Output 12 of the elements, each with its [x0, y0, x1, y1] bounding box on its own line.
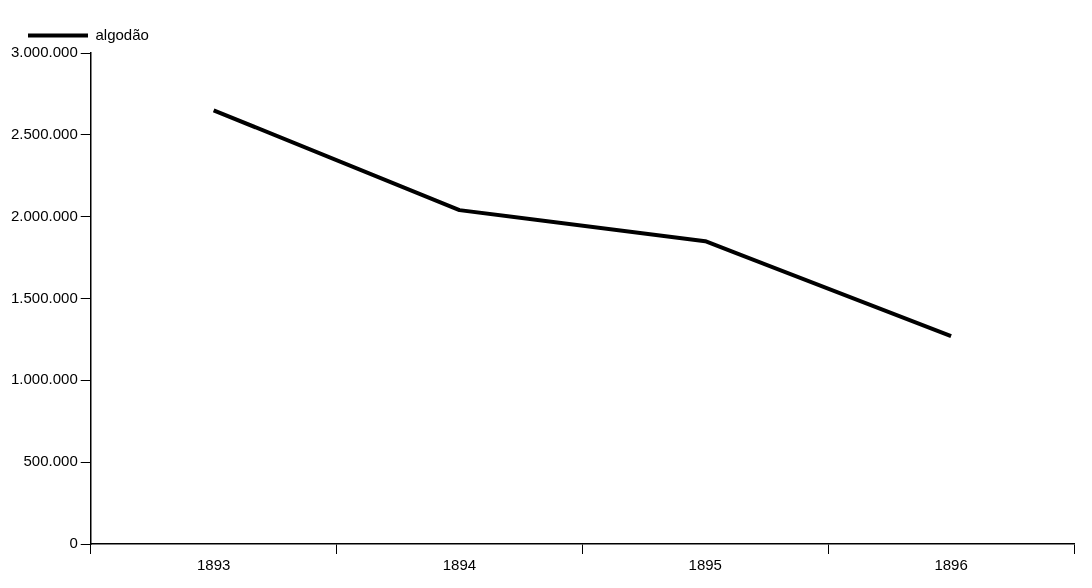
y-tick-label: 500.000 [23, 452, 78, 470]
y-tick-label: 0 [69, 534, 78, 552]
x-tick-label: 1893 [196, 556, 231, 574]
legend-label: algodão [95, 25, 149, 43]
y-tick-label: 3.000.000 [11, 43, 78, 61]
y-tick-label: 1.500.000 [11, 288, 78, 306]
y-tick-label: 2.500.000 [11, 124, 78, 142]
x-tick-label: 1894 [442, 556, 477, 574]
x-tick-label: 1896 [934, 556, 968, 574]
x-tick-label: 1895 [688, 556, 722, 574]
y-tick-label: 2.000.000 [11, 206, 78, 224]
y-tick-label: 1.000.000 [11, 370, 78, 388]
